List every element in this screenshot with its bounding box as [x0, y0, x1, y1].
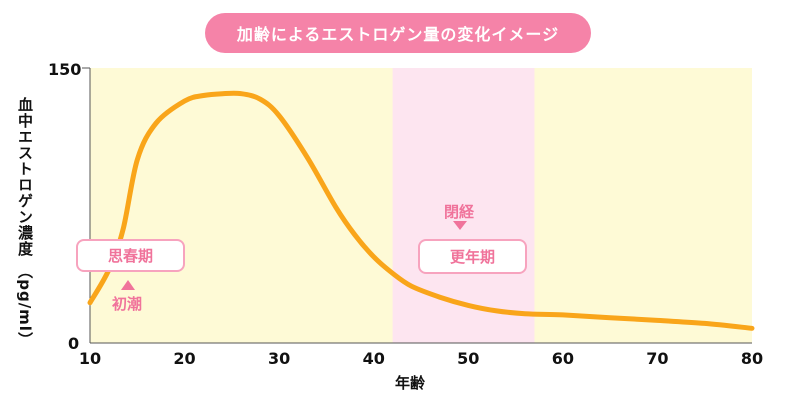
y-tick-label-150: 150 [48, 60, 82, 79]
menarche-arrow-icon [121, 280, 135, 290]
menopause-arrow-icon [453, 221, 467, 230]
y-tick-label-0: 0 [68, 334, 80, 353]
menarche-label: 初潮 [112, 295, 143, 313]
x-tick-label-40: 40 [362, 349, 385, 368]
menopause-period-label-box: 更年期 [418, 239, 527, 274]
x-tick-label-20: 20 [173, 349, 196, 368]
menopause-label: 閉経 [444, 203, 475, 221]
x-tick-label-60: 60 [551, 349, 574, 368]
menopause-period-region [392, 68, 535, 343]
x-axis-label: 年齢 [394, 374, 425, 392]
x-tick-label-70: 70 [646, 349, 669, 368]
x-tick-label-30: 30 [268, 349, 291, 368]
x-tick-label-10: 10 [78, 349, 102, 368]
chart-title: 加齢によるエストロゲン量の変化イメージ [205, 13, 591, 53]
x-tick-label-80: 80 [740, 349, 764, 368]
y-axis-label: 血中エストロゲン濃度 （pg/ml） [16, 97, 34, 348]
puberty-label-box: 思春期 [76, 239, 185, 272]
estrogen-curve [87, 90, 755, 331]
x-tick-label-50: 50 [457, 349, 480, 368]
